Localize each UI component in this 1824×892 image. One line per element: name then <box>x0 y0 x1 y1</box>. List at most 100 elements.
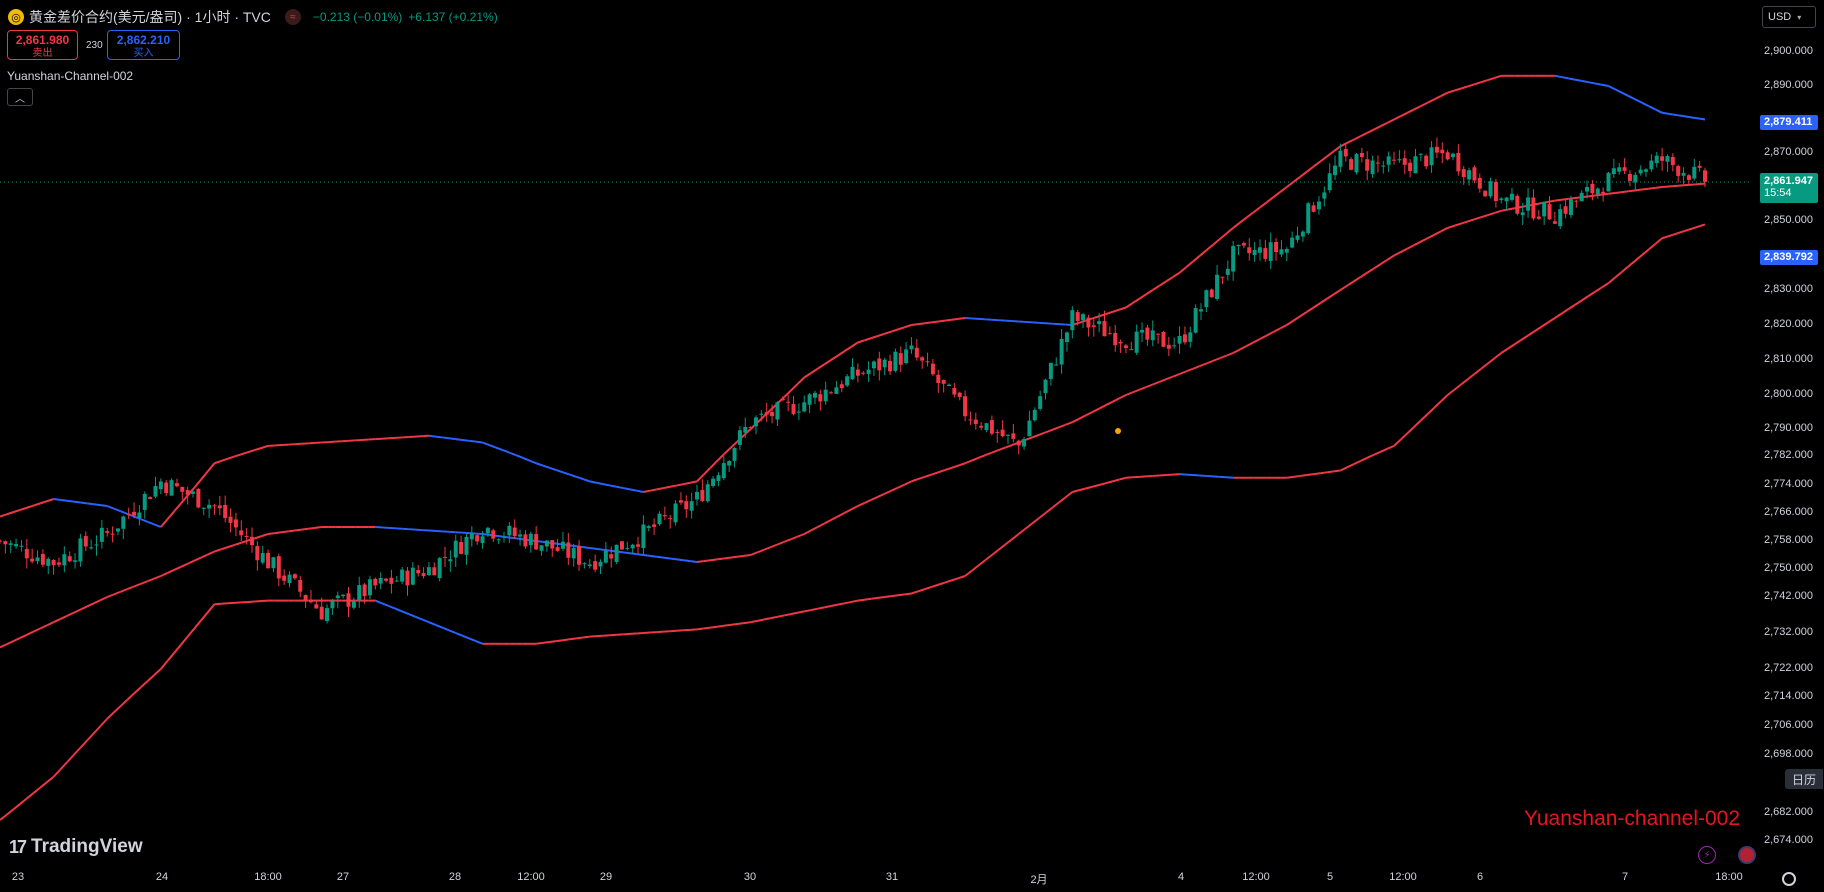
lower-band-price-label: 2,839.792 <box>1760 250 1818 265</box>
lower-band-segment <box>991 548 1000 556</box>
middle-band-segment <box>1226 352 1234 357</box>
candle-body <box>1172 345 1177 347</box>
middle-band-segment <box>1447 224 1455 229</box>
indicator-name[interactable]: Yuanshan-Channel-002 <box>7 69 134 83</box>
lower-band-segment <box>1360 456 1368 462</box>
lower-band-segment <box>857 598 865 602</box>
candle-body <box>303 595 308 600</box>
candle-body <box>416 570 421 574</box>
middle-band-segment <box>1366 267 1375 274</box>
calendar-button[interactable]: 日历 <box>1785 769 1823 789</box>
lower-band-segment <box>1467 373 1476 381</box>
upper-band-segment <box>240 451 249 456</box>
candle-body <box>1215 274 1220 300</box>
candle-body <box>1343 148 1348 157</box>
sell-button[interactable]: 2,861.980 卖出 <box>7 30 78 60</box>
collapse-indicators-button[interactable]: ︿ <box>7 88 33 106</box>
candle-body <box>1579 192 1584 202</box>
candle-body <box>673 503 678 523</box>
lower-band-segment <box>1554 312 1563 319</box>
candle-body <box>743 426 748 433</box>
market-status-icon[interactable]: ≈ <box>284 9 301 25</box>
lower-band-segment <box>1487 357 1496 365</box>
bolt-icon[interactable]: ⚡ <box>1698 846 1716 864</box>
middle-band-segment <box>1386 254 1395 261</box>
currency-button[interactable]: USD ▾ <box>1762 6 1816 28</box>
lower-band-segment <box>1320 471 1328 475</box>
candle-body <box>164 482 169 494</box>
middle-band-segment <box>710 558 718 562</box>
candle-body <box>871 361 876 369</box>
candle-body <box>501 536 506 538</box>
candle-body <box>1692 166 1697 179</box>
lower-band-segment <box>1078 487 1086 492</box>
lower-band-segment <box>844 600 852 605</box>
candle-body <box>1145 327 1150 340</box>
candle-body <box>1418 153 1423 155</box>
price-axis-tick: 2,890.000 <box>1764 79 1813 91</box>
candle-body <box>1434 146 1439 153</box>
middle-band-segment <box>1628 189 1636 193</box>
lower-band-segment <box>166 652 176 662</box>
candle-body <box>448 559 453 562</box>
channel-bands <box>0 74 1706 821</box>
upper-band-segment <box>1494 74 1502 79</box>
upper-band-segment <box>1480 79 1489 84</box>
lower-band-segment <box>1648 243 1657 251</box>
lower-band-segment <box>160 660 169 670</box>
upper-band-segment <box>462 438 470 442</box>
candle-body <box>1681 172 1686 176</box>
upper-band-segment <box>448 437 456 441</box>
us-flag-icon[interactable] <box>1738 846 1756 864</box>
lower-band-segment <box>804 609 812 613</box>
candle-body <box>1526 197 1531 211</box>
middle-band-segment <box>1004 444 1013 449</box>
price-axis-tick: 2,782.000 <box>1764 449 1813 461</box>
buy-button[interactable]: 2,862.210 买入 <box>107 30 180 60</box>
candle-body <box>1252 250 1257 255</box>
candle-body <box>1488 181 1493 197</box>
middle-band-segment <box>308 526 316 530</box>
upper-band-segment <box>1112 308 1120 313</box>
symbol-title[interactable]: 黄金差价合约(美元/盎司) · 1小时 · TVC <box>29 9 271 25</box>
middle-band-segment <box>1206 359 1214 365</box>
candle-body <box>560 541 565 549</box>
lower-band-segment <box>582 635 590 639</box>
countdown-timer: 15:54 <box>1764 187 1792 199</box>
candle-body <box>941 379 946 384</box>
price-axis-tick: 2,706.000 <box>1764 719 1813 731</box>
middle-band-segment <box>1091 407 1100 413</box>
candle-body <box>432 567 437 576</box>
middle-band-segment <box>1621 190 1629 194</box>
candle-body <box>142 493 147 510</box>
upper-band-segment <box>147 520 155 526</box>
gold-coin-icon[interactable]: ◎ <box>8 9 24 25</box>
lower-band-segment <box>797 610 805 614</box>
middle-band-segment <box>1185 367 1194 373</box>
settings-icon[interactable] <box>1782 872 1796 886</box>
candle-body <box>73 560 78 562</box>
candle-body <box>1354 154 1359 173</box>
tradingview-logo[interactable]: 17 TradingView <box>9 836 143 858</box>
candle-body <box>335 595 340 599</box>
candle-body <box>1397 159 1402 161</box>
upper-band-segment <box>1172 271 1181 278</box>
middle-band-segment <box>1078 414 1087 420</box>
lower-band-segment <box>1024 522 1033 530</box>
upper-band-segment <box>53 498 61 501</box>
middle-band-segment <box>1474 216 1482 221</box>
candle-body <box>678 500 683 503</box>
upper-band-segment <box>1641 101 1650 107</box>
lower-band-segment <box>716 624 724 628</box>
candle-body <box>1268 242 1273 261</box>
middle-band-segment <box>696 560 704 563</box>
middle-band-segment <box>1339 284 1348 291</box>
candle-body <box>534 534 539 550</box>
candle-body <box>1440 149 1445 154</box>
lower-band-segment <box>1011 533 1020 541</box>
middle-band-segment <box>810 526 819 532</box>
upper-band-segment <box>214 460 222 465</box>
time-axis-tick: 29 <box>599 871 613 883</box>
